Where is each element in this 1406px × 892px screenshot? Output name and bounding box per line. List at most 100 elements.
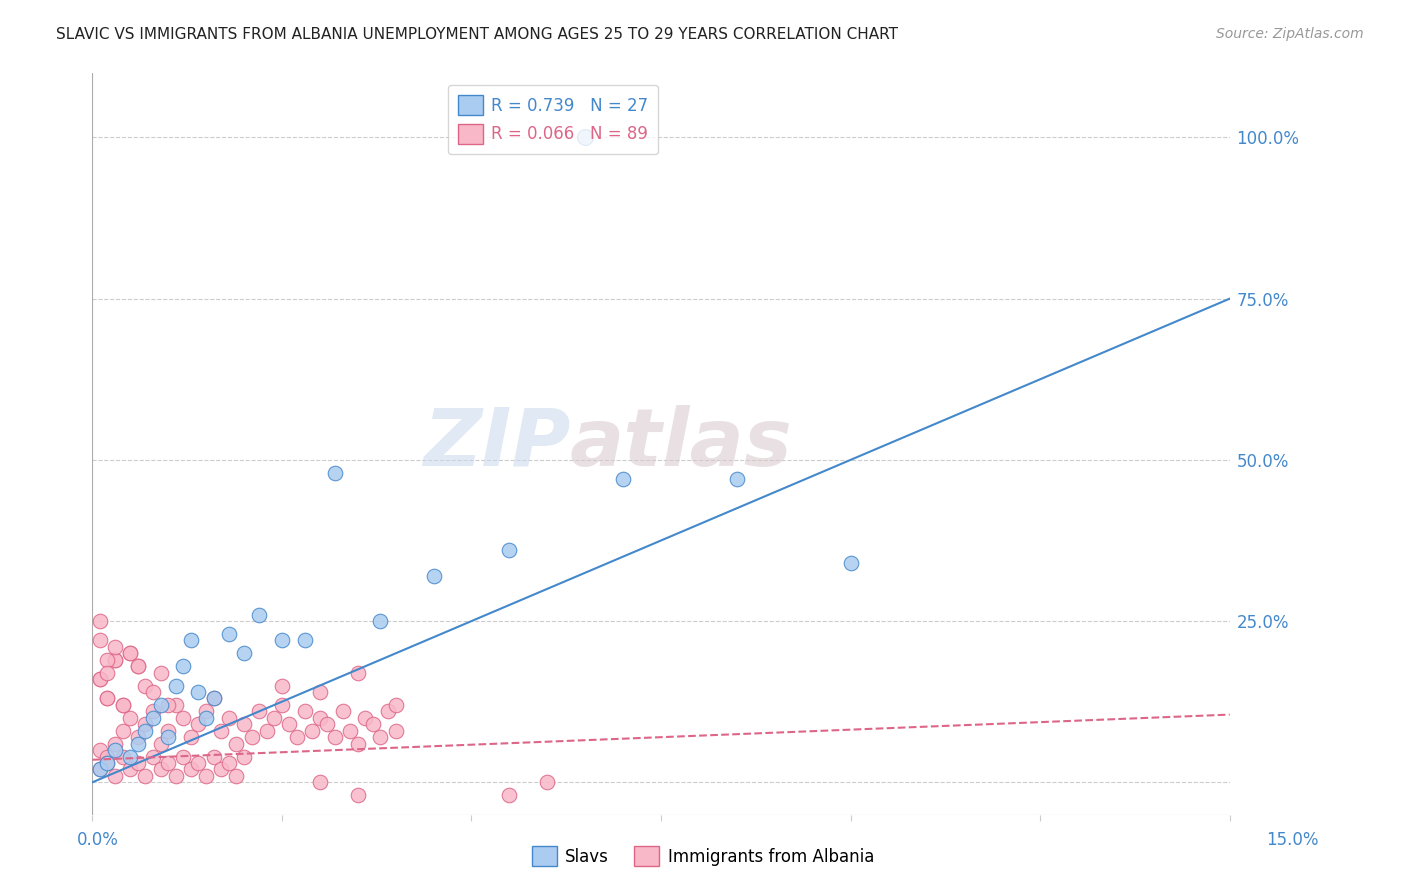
Point — [89, 672, 111, 686]
Point — [149, 665, 172, 680]
Point — [247, 705, 270, 719]
Point — [323, 730, 346, 744]
Point — [89, 763, 111, 777]
Point — [346, 788, 368, 802]
Point — [263, 711, 285, 725]
Point — [270, 698, 292, 712]
Point — [157, 730, 180, 744]
Point — [104, 743, 127, 757]
Text: SLAVIC VS IMMIGRANTS FROM ALBANIA UNEMPLOYMENT AMONG AGES 25 TO 29 YEARS CORRELA: SLAVIC VS IMMIGRANTS FROM ALBANIA UNEMPL… — [56, 27, 898, 42]
Point — [202, 691, 225, 706]
Point — [498, 543, 520, 558]
Point — [361, 717, 384, 731]
Point — [96, 756, 118, 770]
Point — [839, 556, 862, 570]
Point — [142, 685, 165, 699]
Point — [294, 633, 316, 648]
Point — [384, 723, 406, 738]
Point — [172, 749, 194, 764]
Point — [120, 763, 142, 777]
Point — [134, 723, 156, 738]
Point — [104, 769, 127, 783]
Point — [157, 698, 180, 712]
Point — [120, 646, 142, 660]
Point — [89, 633, 111, 648]
Point — [225, 737, 247, 751]
Point — [180, 633, 202, 648]
Point — [225, 769, 247, 783]
Point — [233, 646, 256, 660]
Point — [187, 756, 209, 770]
Point — [233, 717, 256, 731]
Point — [612, 472, 634, 486]
Point — [165, 679, 187, 693]
Point — [180, 763, 202, 777]
Point — [142, 705, 165, 719]
Point — [377, 705, 399, 719]
Point — [247, 607, 270, 622]
Point — [294, 705, 316, 719]
Point — [120, 749, 142, 764]
Point — [89, 743, 111, 757]
Point — [422, 569, 444, 583]
Text: 15.0%: 15.0% — [1267, 830, 1319, 848]
Point — [89, 672, 111, 686]
Point — [536, 775, 558, 789]
Text: 0.0%: 0.0% — [77, 830, 120, 848]
Point — [308, 685, 330, 699]
Point — [308, 775, 330, 789]
Point — [104, 737, 127, 751]
Point — [127, 659, 149, 673]
Point — [218, 627, 240, 641]
Point — [149, 763, 172, 777]
Point — [111, 749, 134, 764]
Point — [104, 653, 127, 667]
Point — [134, 679, 156, 693]
Point — [202, 691, 225, 706]
Point — [127, 730, 149, 744]
Point — [89, 614, 111, 628]
Point — [725, 472, 748, 486]
Point — [370, 614, 392, 628]
Point — [209, 763, 232, 777]
Point — [256, 723, 278, 738]
Point — [111, 698, 134, 712]
Point — [120, 711, 142, 725]
Point — [157, 756, 180, 770]
Point — [308, 711, 330, 725]
Point — [195, 705, 218, 719]
Legend: Slavs, Immigrants from Albania: Slavs, Immigrants from Albania — [526, 839, 880, 873]
Point — [142, 711, 165, 725]
Legend: R = 0.739   N = 27, R = 0.066   N = 89: R = 0.739 N = 27, R = 0.066 N = 89 — [447, 85, 658, 154]
Point — [157, 723, 180, 738]
Text: atlas: atlas — [569, 405, 793, 483]
Point — [96, 653, 118, 667]
Point — [270, 633, 292, 648]
Point — [96, 749, 118, 764]
Text: Source: ZipAtlas.com: Source: ZipAtlas.com — [1216, 27, 1364, 41]
Point — [202, 749, 225, 764]
Point — [111, 723, 134, 738]
Point — [104, 653, 127, 667]
Point — [346, 737, 368, 751]
Point — [172, 711, 194, 725]
Point — [111, 698, 134, 712]
Point — [165, 698, 187, 712]
Point — [354, 711, 377, 725]
Point — [89, 763, 111, 777]
Point — [165, 769, 187, 783]
Point — [142, 749, 165, 764]
Point — [96, 691, 118, 706]
Point — [233, 749, 256, 764]
Point — [96, 691, 118, 706]
Point — [370, 730, 392, 744]
Point — [323, 466, 346, 480]
Point — [120, 646, 142, 660]
Point — [209, 723, 232, 738]
Point — [498, 788, 520, 802]
Point — [240, 730, 263, 744]
Point — [285, 730, 308, 744]
Point — [218, 756, 240, 770]
Point — [187, 685, 209, 699]
Point — [332, 705, 354, 719]
